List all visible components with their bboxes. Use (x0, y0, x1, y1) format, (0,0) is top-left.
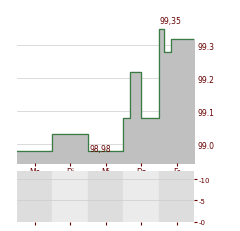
Text: 98,98: 98,98 (90, 144, 111, 153)
Bar (123, 171, 159, 222)
Bar (159, 171, 194, 222)
Text: 99,35: 99,35 (160, 17, 181, 26)
Bar (17, 171, 52, 222)
Bar (52, 171, 88, 222)
Bar (88, 171, 123, 222)
